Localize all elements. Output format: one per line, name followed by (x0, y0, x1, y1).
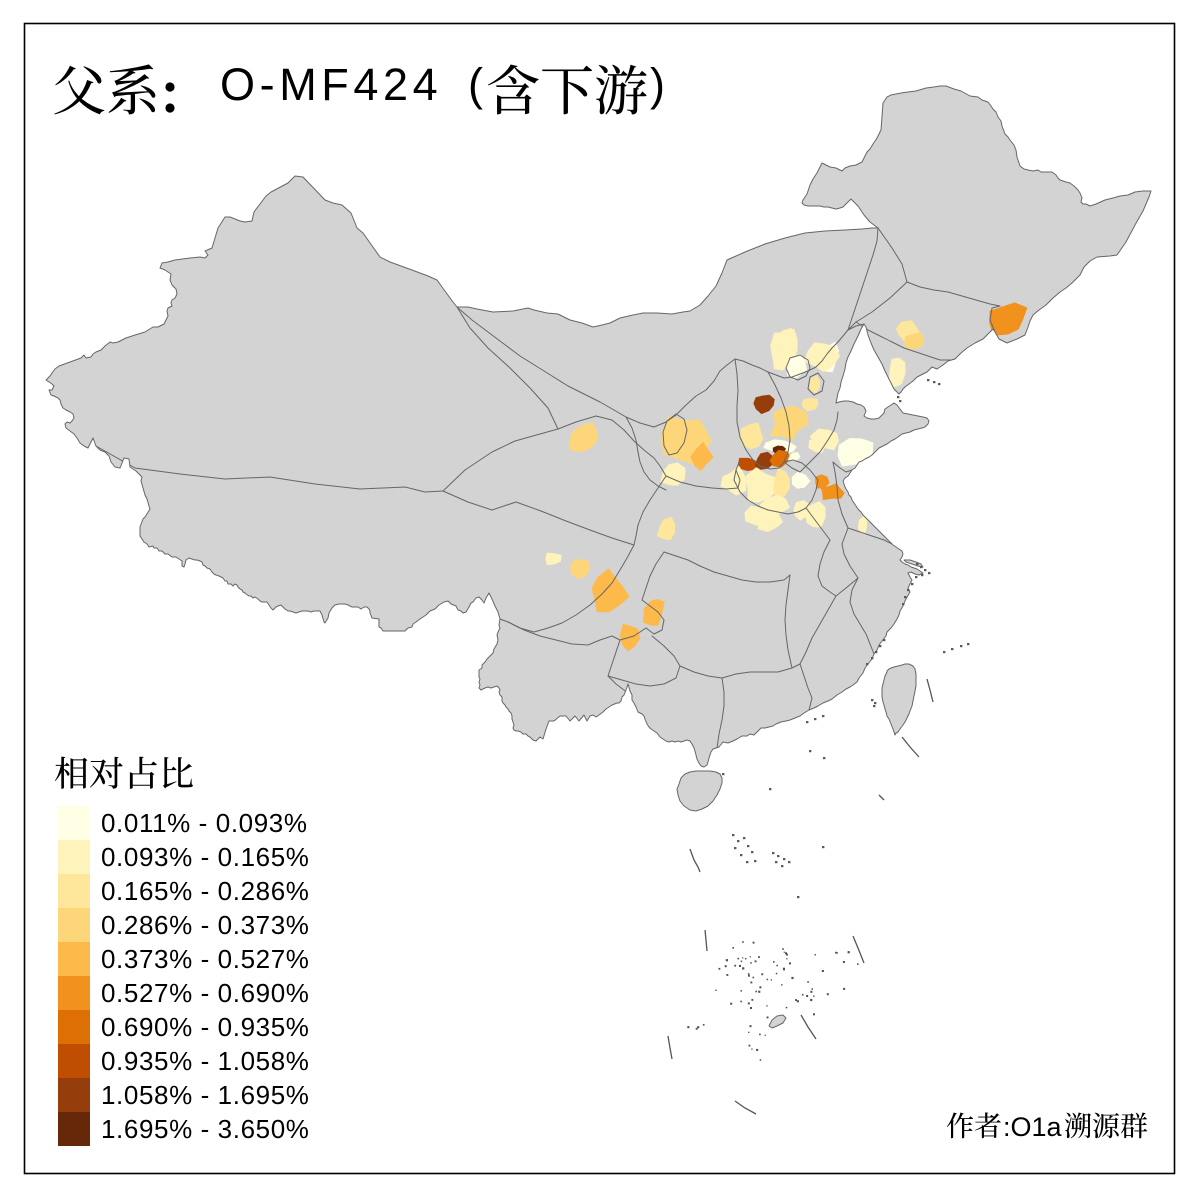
svg-text:1.058% - 1.695%: 1.058% - 1.695% (101, 1080, 309, 1110)
svg-text:0.690% - 0.935%: 0.690% - 0.935% (101, 1012, 309, 1042)
svg-text:0.165% - 0.286%: 0.165% - 0.286% (101, 876, 309, 906)
svg-text:): ) (650, 59, 665, 110)
svg-text:O-MF424: O-MF424 (220, 59, 442, 110)
svg-text:(: ( (468, 59, 483, 110)
svg-text:0.093% - 0.165%: 0.093% - 0.165% (101, 842, 309, 872)
svg-text:0.011% - 0.093%: 0.011% - 0.093% (101, 808, 308, 838)
svg-text::O1a: :O1a (1003, 1112, 1063, 1142)
svg-text:0.373% - 0.527%: 0.373% - 0.527% (101, 944, 309, 974)
svg-text:1.695% - 3.650%: 1.695% - 3.650% (101, 1114, 309, 1144)
svg-text:0.935% - 1.058%: 0.935% - 1.058% (101, 1046, 309, 1076)
svg-text:0.286% - 0.373%: 0.286% - 0.373% (101, 910, 309, 940)
svg-text:0.527% - 0.690%: 0.527% - 0.690% (101, 978, 309, 1008)
